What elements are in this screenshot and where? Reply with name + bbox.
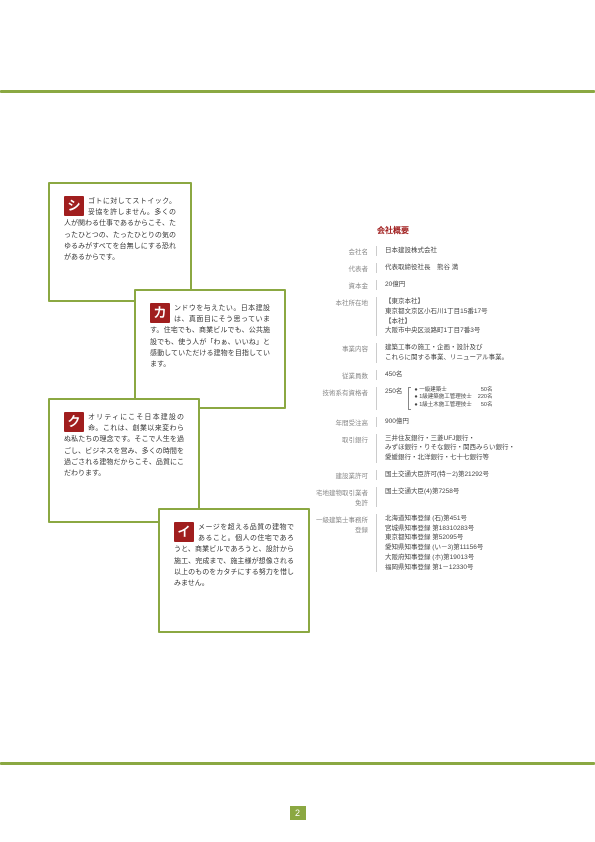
profile-value: 250名● 一級建築士50名● 1級建築施工管理技士220名● 1級土木施工管理… xyxy=(377,387,547,410)
profile-value: 建築工事の施工・企画・設計及びこれらに関する事業、リニューアル事業。 xyxy=(377,343,547,363)
divider-bottom xyxy=(0,762,595,765)
profile-row: 建設業許可国土交通大臣許可(特－2)第21292号 xyxy=(315,470,547,480)
profile-label: 一級建築士事務所登録 xyxy=(315,514,377,573)
profile-label: 資本金 xyxy=(315,280,377,290)
profile-title: 会社概要 xyxy=(315,225,547,236)
profile-label: 代表者 xyxy=(315,263,377,273)
profile-value: 北海道知事登録 (石)第451号宮城県知事登録 第18310283号東京都知事登… xyxy=(377,514,547,573)
profile-value: 国土交通大臣(4)第7258号 xyxy=(377,487,547,507)
profile-row: 一級建築士事務所登録北海道知事登録 (石)第451号宮城県知事登録 第18310… xyxy=(315,514,547,573)
profile-label: 技術系有資格者 xyxy=(315,387,377,410)
profile-row: 本社所在地【東京本社】東京都文京区小石川1丁目15番17号【本社】大阪市中央区淡… xyxy=(315,297,547,336)
stamp-letter: ク xyxy=(64,412,84,432)
profile-label: 宅地建物取引業者免許 xyxy=(315,487,377,507)
profile-label: 取引銀行 xyxy=(315,434,377,463)
profile-row: 技術系有資格者250名● 一級建築士50名● 1級建築施工管理技士220名● 1… xyxy=(315,387,547,410)
profile-row: 資本金20億円 xyxy=(315,280,547,290)
profile-row: 宅地建物取引業者免許国土交通大臣(4)第7258号 xyxy=(315,487,547,507)
page-number: 2 xyxy=(290,806,306,820)
profile-value: 代表取締役社長 熊谷 満 xyxy=(377,263,547,273)
stamp-letter: シ xyxy=(64,196,84,216)
philosophy-card-4: イメージを超える品質の建物であること。個人の住宅であろうと、商業ビルであろうと、… xyxy=(158,508,310,633)
profile-row: 事業内容建築工事の施工・企画・設計及びこれらに関する事業、リニューアル事業。 xyxy=(315,343,547,363)
profile-value: 20億円 xyxy=(377,280,547,290)
stamp-letter: カ xyxy=(150,303,170,323)
profile-row: 年間受注高900億円 xyxy=(315,417,547,427)
profile-label: 会社名 xyxy=(315,246,377,256)
profile-label: 事業内容 xyxy=(315,343,377,363)
philosophy-card-2: カンドウを与えたい。日本建設は、真面目にそう思っています。住宅でも、商業ビルでも… xyxy=(134,289,286,409)
profile-value: 【東京本社】東京都文京区小石川1丁目15番17号【本社】大阪市中央区淡路町1丁目… xyxy=(377,297,547,336)
profile-label: 従業員数 xyxy=(315,370,377,380)
profile-label: 建設業許可 xyxy=(315,470,377,480)
divider-top xyxy=(0,90,595,93)
profile-row: 従業員数450名 xyxy=(315,370,547,380)
profile-row: 代表者代表取締役社長 熊谷 満 xyxy=(315,263,547,273)
company-profile: 会社概要 会社名日本建設株式会社代表者代表取締役社長 熊谷 満資本金20億円本社… xyxy=(315,225,547,579)
profile-label: 年間受注高 xyxy=(315,417,377,427)
profile-value: 900億円 xyxy=(377,417,547,427)
profile-value: 国土交通大臣許可(特－2)第21292号 xyxy=(377,470,547,480)
philosophy-card-1: シゴトに対してストイック。妥協を許しません。多くの人が関わる仕事であるからこそ、… xyxy=(48,182,192,302)
profile-value: 日本建設株式会社 xyxy=(377,246,547,256)
profile-value: 三井住友銀行・三菱UFJ銀行・みずほ銀行・りそな銀行・関西みらい銀行・愛媛銀行・… xyxy=(377,434,547,463)
profile-row: 会社名日本建設株式会社 xyxy=(315,246,547,256)
stamp-letter: イ xyxy=(174,522,194,542)
profile-row: 取引銀行三井住友銀行・三菱UFJ銀行・みずほ銀行・りそな銀行・関西みらい銀行・愛… xyxy=(315,434,547,463)
profile-label: 本社所在地 xyxy=(315,297,377,336)
profile-value: 450名 xyxy=(377,370,547,380)
philosophy-card-3: クオリティにこそ日本建設の命。これは、創業以来変わらぬ私たちの理念です。そこで人… xyxy=(48,398,200,523)
